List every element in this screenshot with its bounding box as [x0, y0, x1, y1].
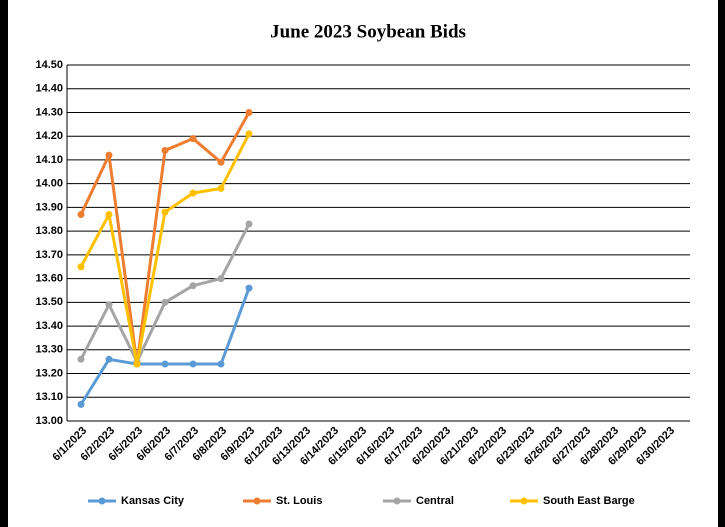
legend-label: St. Louis: [276, 495, 322, 507]
y-tick-label: 13.40: [35, 320, 63, 332]
legend-marker: [520, 497, 528, 505]
y-tick-label: 14.00: [35, 178, 63, 190]
legend-label: Central: [416, 495, 454, 507]
marker: [217, 158, 225, 166]
marker: [105, 151, 113, 159]
marker: [245, 130, 253, 138]
y-tick-label: 13.50: [35, 296, 63, 308]
marker: [77, 400, 85, 408]
marker: [217, 184, 225, 192]
marker: [77, 211, 85, 219]
y-tick-label: 14.20: [35, 130, 63, 142]
legend-marker: [98, 497, 106, 505]
marker: [217, 275, 225, 283]
marker: [161, 360, 169, 368]
y-tick-label: 13.10: [35, 391, 63, 403]
legend-marker: [393, 497, 401, 505]
marker: [77, 355, 85, 363]
marker: [161, 208, 169, 216]
marker: [77, 263, 85, 271]
left-edge: [0, 0, 8, 527]
y-tick-label: 13.00: [35, 415, 63, 427]
marker: [161, 298, 169, 306]
marker: [245, 108, 253, 116]
marker: [189, 360, 197, 368]
marker: [189, 135, 197, 143]
y-tick-label: 14.10: [35, 154, 63, 166]
y-tick-label: 13.80: [35, 225, 63, 237]
y-tick-label: 13.20: [35, 367, 63, 379]
marker: [189, 189, 197, 197]
marker: [217, 360, 225, 368]
marker: [161, 146, 169, 154]
y-tick-label: 13.90: [35, 201, 63, 213]
y-tick-label: 14.40: [35, 83, 63, 95]
legend-marker: [253, 497, 261, 505]
marker: [105, 301, 113, 309]
marker: [245, 220, 253, 228]
marker: [105, 355, 113, 363]
chart-title: June 2023 Soybean Bids: [270, 21, 466, 42]
y-tick-label: 13.30: [35, 344, 63, 356]
legend-label: Kansas City: [121, 495, 185, 507]
marker: [245, 284, 253, 292]
y-tick-label: 14.50: [35, 59, 63, 71]
y-tick-label: 14.30: [35, 106, 63, 118]
marker: [133, 360, 141, 368]
y-tick-label: 13.70: [35, 249, 63, 261]
y-tick-label: 13.60: [35, 273, 63, 285]
marker: [189, 282, 197, 290]
legend-label: South East Barge: [543, 495, 635, 507]
right-edge: [718, 0, 725, 527]
marker: [105, 211, 113, 219]
